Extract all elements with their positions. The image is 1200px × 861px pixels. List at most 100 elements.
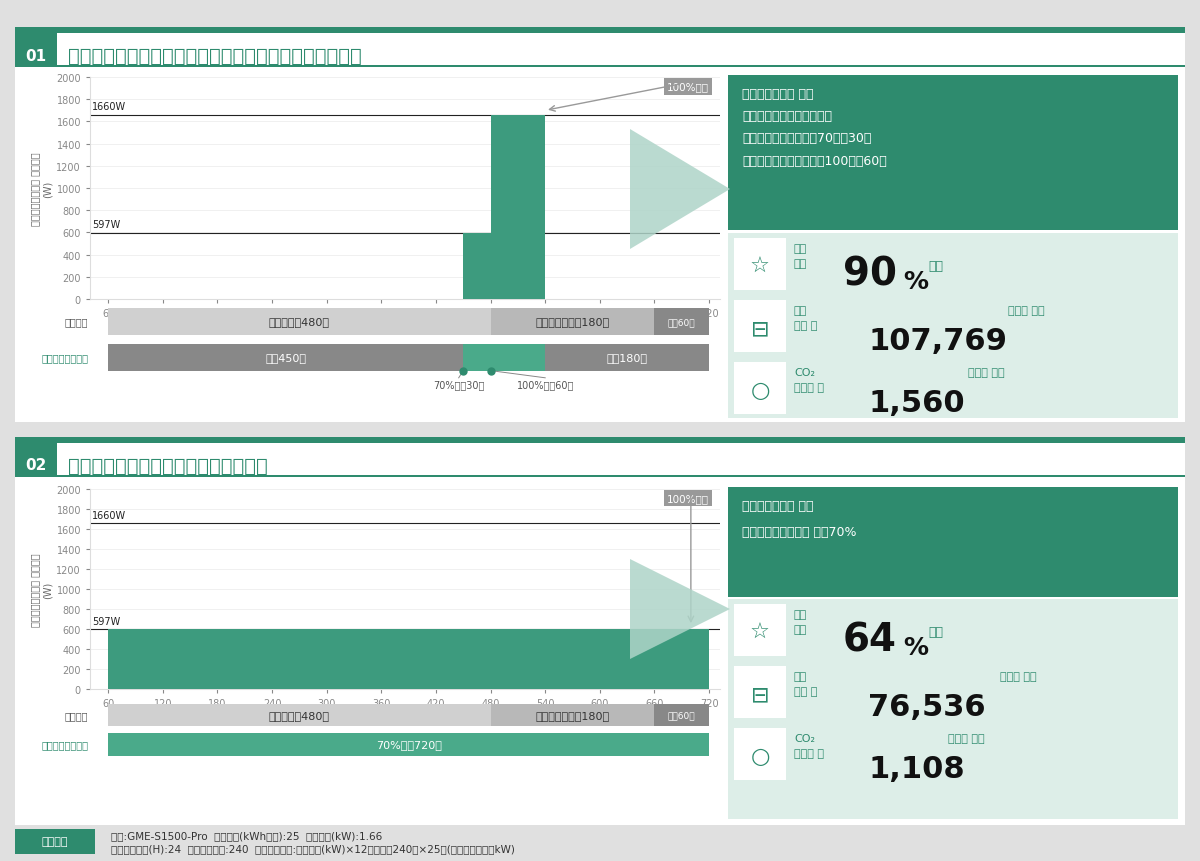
Text: 停止180秒: 停止180秒 — [607, 353, 648, 363]
Bar — [108, 703, 491, 727]
Text: 試算条件: 試算条件 — [42, 837, 68, 846]
Bar — [14, 443, 58, 475]
Bar — [734, 728, 786, 780]
Bar — [463, 233, 491, 300]
Text: 消費: 消費 — [794, 244, 808, 254]
Bar — [728, 233, 1178, 418]
Bar — [491, 115, 545, 300]
Bar — [108, 344, 463, 371]
Text: 型式:GME-S1500-Pro  電気料金(kWh／円):25  消費電力(kW):1.66: 型式:GME-S1500-Pro 電気料金(kWh／円):25 消費電力(kW)… — [110, 830, 383, 840]
Text: 工作機械: 工作機械 — [65, 317, 88, 327]
Bar — [734, 238, 786, 291]
Text: 電気: 電気 — [794, 306, 808, 316]
Bar — [491, 344, 545, 371]
Bar — [14, 475, 1186, 478]
Polygon shape — [630, 560, 730, 660]
Text: 消費: 消費 — [794, 610, 808, 619]
Bar — [14, 28, 1186, 34]
Text: 70%運転30秒: 70%運転30秒 — [433, 380, 485, 389]
Text: ・ワーク取り出し：出力100％／60秒: ・ワーク取り出し：出力100％／60秒 — [742, 155, 887, 168]
Text: 100%運転60秒: 100%運転60秒 — [516, 380, 574, 389]
Bar — [734, 666, 786, 718]
Text: 削減: 削減 — [928, 626, 943, 639]
Text: ミストコレクター: ミストコレクター — [41, 740, 88, 749]
Text: 107,769: 107,769 — [868, 326, 1007, 356]
Text: 597W: 597W — [92, 220, 120, 230]
Text: ワーク取り出し180秒: ワーク取り出し180秒 — [535, 317, 610, 327]
Text: 70%運転720秒: 70%運転720秒 — [376, 740, 442, 749]
Bar — [654, 309, 709, 335]
Bar — [491, 703, 654, 727]
Text: 597W: 597W — [92, 616, 120, 627]
Text: 1,560: 1,560 — [868, 388, 965, 418]
Text: ・加工にあわせた連動運転: ・加工にあわせた連動運転 — [742, 110, 832, 123]
Text: 100%運転: 100%運転 — [667, 493, 709, 504]
Text: 削減量 約: 削減量 約 — [794, 748, 824, 759]
Y-axis label: ミストコレクター 消費電力
(W): ミストコレクター 消費電力 (W) — [30, 152, 52, 226]
Bar — [108, 309, 491, 335]
Text: 64: 64 — [842, 622, 898, 660]
Bar — [14, 34, 58, 66]
Bar — [14, 437, 1186, 443]
Bar — [108, 733, 709, 756]
Text: 料金 約: 料金 約 — [794, 686, 817, 697]
Bar — [14, 66, 1186, 68]
Text: ☆: ☆ — [750, 257, 770, 276]
Text: %: % — [904, 635, 928, 660]
Text: 料金 約: 料金 約 — [794, 320, 817, 331]
Text: ワーク取り出し180秒: ワーク取り出し180秒 — [535, 710, 610, 721]
Text: 100%運転: 100%運転 — [667, 83, 709, 92]
Polygon shape — [630, 130, 730, 250]
Text: 電力: 電力 — [794, 258, 808, 269]
Bar — [728, 76, 1178, 231]
Text: %: % — [904, 269, 928, 294]
Bar — [734, 300, 786, 353]
Text: ㎝／年 削減: ㎝／年 削減 — [948, 734, 985, 743]
Y-axis label: ミストコレクター 消費電力
(W): ミストコレクター 消費電力 (W) — [30, 553, 52, 626]
Bar — [14, 437, 1186, 825]
Text: 工作機械: 工作機械 — [65, 710, 88, 721]
Text: ○: ○ — [750, 746, 769, 766]
Bar — [14, 28, 1186, 423]
Text: 停止60秒: 停止60秒 — [668, 711, 696, 720]
Text: 電気: 電気 — [794, 672, 808, 681]
Text: ⊟: ⊟ — [751, 319, 769, 338]
Text: CO₂: CO₂ — [794, 368, 815, 378]
Bar — [728, 487, 1178, 598]
Text: ・インバーター 制御: ・インバーター 制御 — [742, 88, 814, 101]
Text: 稼働時間／日(H):24  稼働日数／年:240  電気代試算年:積算電力(kW)×12時間／日240日×25円(契約電気料金／kW): 稼働時間／日(H):24 稼働日数／年:240 電気代試算年:積算電力(kW)×… — [110, 843, 515, 852]
Bar — [734, 604, 786, 656]
Text: ㎝／年 削減: ㎝／年 削減 — [968, 368, 1004, 378]
Text: 02: 02 — [25, 458, 47, 473]
Text: ワーク加工480秒: ワーク加工480秒 — [269, 710, 330, 721]
Text: ワーク加工480秒: ワーク加工480秒 — [269, 317, 330, 327]
Text: 90: 90 — [842, 256, 898, 294]
Bar — [491, 309, 654, 335]
Text: 01: 01 — [25, 48, 47, 64]
FancyBboxPatch shape — [14, 829, 95, 854]
Text: ・加工終了直前：出力70％／30秒: ・加工終了直前：出力70％／30秒 — [742, 132, 871, 145]
Text: 1660W: 1660W — [92, 102, 126, 112]
Text: 停止450秒: 停止450秒 — [265, 353, 306, 363]
Bar — [654, 703, 709, 727]
Bar — [728, 599, 1178, 819]
Bar — [545, 344, 709, 371]
Bar — [108, 629, 709, 689]
Bar — [463, 344, 491, 371]
Text: 1660W: 1660W — [92, 511, 126, 520]
Text: 76,536: 76,536 — [868, 692, 985, 722]
Text: CO₂: CO₂ — [794, 734, 815, 743]
Text: 装置や加工にあわせた最適風量で運転: 装置や加工にあわせた最適風量で運転 — [68, 456, 268, 475]
Text: ⊟: ⊟ — [751, 684, 769, 704]
Text: ○: ○ — [750, 381, 769, 400]
Text: ☆: ☆ — [750, 623, 770, 642]
Text: ・ミストコレクター 出力70%: ・ミストコレクター 出力70% — [742, 525, 857, 538]
Text: 電力: 電力 — [794, 624, 808, 635]
Text: 削減: 削減 — [928, 260, 943, 273]
Text: 加工中は停止、ワーク取り出し直前から短時間のみ運転: 加工中は停止、ワーク取り出し直前から短時間のみ運転 — [68, 46, 361, 65]
Text: 削減量 約: 削減量 約 — [794, 382, 824, 393]
Text: 円／年 削減: 円／年 削減 — [1000, 672, 1037, 681]
Text: 円／年 削減: 円／年 削減 — [1008, 306, 1045, 316]
Text: ・インバーター 制御: ・インバーター 制御 — [742, 499, 814, 512]
Text: 停止60秒: 停止60秒 — [668, 318, 696, 326]
